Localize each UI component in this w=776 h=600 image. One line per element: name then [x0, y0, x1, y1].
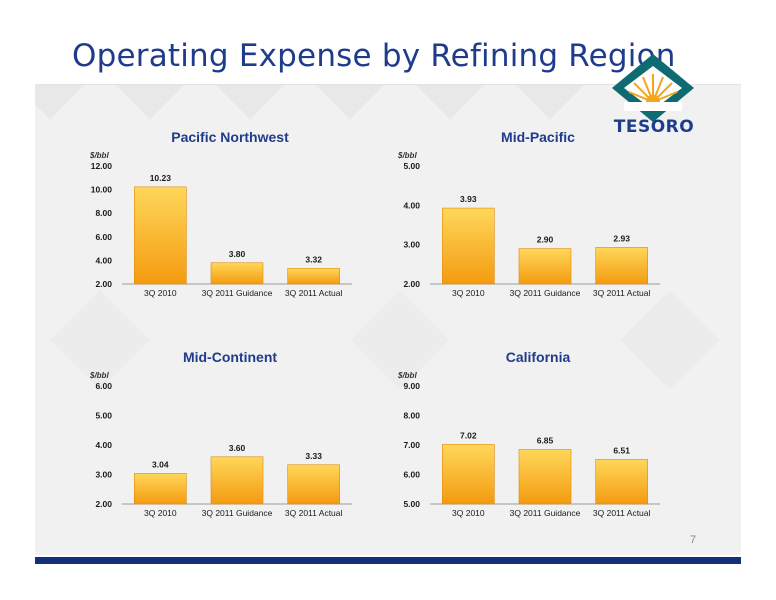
category-label: 3Q 2011 Guidance — [202, 288, 273, 298]
chart-title: Mid-Pacific — [501, 129, 575, 145]
data-label: 6.85 — [537, 435, 554, 445]
chart-mid-pacific: Mid-Pacific $/bbl 2.00 3.00 4.00 5.00 3.93 3Q 2… — [397, 129, 660, 298]
data-label: 2.90 — [537, 235, 554, 245]
y-tick-label: 2.00 — [95, 279, 112, 289]
y-tick-label: 9.00 — [403, 381, 420, 391]
y-tick-label: 4.00 — [403, 200, 420, 210]
chart-title: Mid-Continent — [183, 349, 277, 365]
y-tick-label: 4.00 — [95, 440, 112, 450]
y-tick-label: 12.00 — [91, 161, 113, 171]
y-tick-label: 5.00 — [403, 499, 420, 509]
data-label: 7.02 — [460, 430, 477, 440]
category-label: 3Q 2010 — [452, 288, 485, 298]
bar — [210, 456, 264, 505]
category-label: 3Q 2011 Actual — [285, 508, 343, 518]
y-tick-label: 2.00 — [95, 499, 112, 509]
data-label: 3.93 — [460, 194, 477, 204]
chart-california: California $/bbl 5.00 6.00 7.00 8.00 9.00 7.02 3… — [397, 349, 660, 518]
bar — [210, 262, 264, 285]
title-divider — [35, 84, 741, 85]
y-tick-label: 6.00 — [95, 232, 112, 242]
chart-title: Pacific Northwest — [171, 129, 289, 145]
bar — [518, 449, 572, 505]
data-label: 3.80 — [229, 249, 246, 259]
category-label: 3Q 2010 — [452, 508, 485, 518]
y-tick-label: 8.00 — [95, 208, 112, 218]
bar — [287, 464, 340, 505]
category-label: 3Q 2011 Guidance — [510, 288, 581, 298]
category-label: 3Q 2010 — [144, 508, 177, 518]
logo-text: TESORO — [613, 117, 695, 137]
bar — [134, 473, 187, 505]
category-label: 3Q 2011 Actual — [593, 288, 651, 298]
page-title: Operating Expense by Refining Region — [72, 38, 676, 74]
y-tick-label: 5.00 — [403, 161, 420, 171]
bar — [287, 268, 340, 285]
footer-bar — [35, 557, 741, 564]
y-tick-label: 4.00 — [95, 255, 112, 265]
bar — [518, 248, 572, 285]
category-label: 3Q 2011 Actual — [285, 288, 343, 298]
y-tick-label: 8.00 — [403, 411, 420, 421]
unit-label: $/bbl — [397, 371, 417, 380]
y-tick-label: 10.00 — [91, 185, 113, 195]
chart-mid-continent: Mid-Continent $/bbl 2.00 3.00 4.00 5.00 6.00 3.… — [89, 349, 352, 518]
data-label: 2.93 — [613, 233, 630, 243]
category-label: 3Q 2010 — [144, 288, 177, 298]
y-tick-label: 7.00 — [403, 440, 420, 450]
unit-label: $/bbl — [89, 371, 109, 380]
data-label: 3.32 — [305, 254, 322, 264]
y-tick-label: 3.00 — [95, 470, 112, 480]
y-tick-label: 6.00 — [403, 470, 420, 480]
category-label: 3Q 2011 Guidance — [510, 508, 581, 518]
category-label: 3Q 2011 Actual — [593, 508, 651, 518]
bar — [595, 459, 648, 505]
bar — [442, 207, 495, 285]
chart-pacific-northwest: Pacific Northwest $/bbl 2.00 4.00 6.00 8.00 10… — [89, 129, 352, 298]
unit-label: $/bbl — [89, 151, 109, 160]
y-tick-label: 3.00 — [403, 240, 420, 250]
bar — [134, 186, 187, 285]
category-label: 3Q 2011 Guidance — [202, 508, 273, 518]
bar — [442, 444, 495, 505]
data-label: 10.23 — [150, 173, 172, 183]
data-label: 3.33 — [305, 451, 322, 461]
data-label: 6.51 — [613, 445, 630, 455]
unit-label: $/bbl — [397, 151, 417, 160]
bar — [595, 247, 648, 285]
page-number: 7 — [690, 534, 697, 546]
chart-title: California — [506, 349, 571, 365]
y-tick-label: 5.00 — [95, 411, 112, 421]
y-tick-label: 6.00 — [95, 381, 112, 391]
data-label: 3.04 — [152, 459, 169, 469]
tesoro-logo-icon — [612, 54, 694, 122]
y-tick-label: 2.00 — [403, 279, 420, 289]
data-label: 3.60 — [229, 443, 246, 453]
